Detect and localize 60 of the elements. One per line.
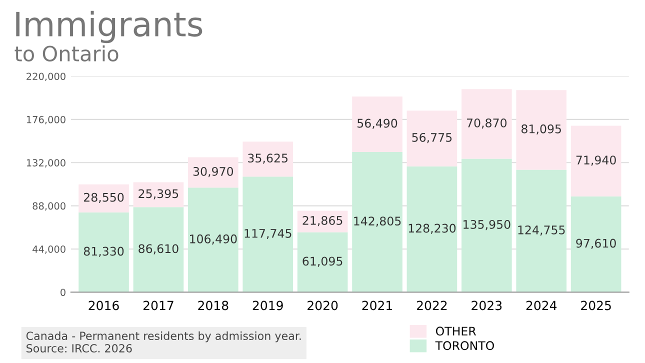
y-tick-label: 88,000	[32, 202, 66, 211]
data-label: 61,095	[302, 256, 342, 267]
y-tick-label: 0	[60, 288, 66, 296]
chart-title: Immigrants	[16, 10, 202, 44]
data-label: 106,490	[190, 234, 237, 245]
y-tick-label: 176,000	[26, 116, 66, 124]
bar	[133, 207, 184, 292]
data-label: 21,865	[302, 216, 342, 226]
x-tick-label: 2020	[308, 300, 338, 310]
bar	[242, 142, 294, 177]
x-tick-label: 2024	[526, 300, 557, 310]
data-label: 128,230	[408, 224, 456, 234]
bar	[242, 176, 294, 292]
bar	[462, 158, 512, 292]
source-note: Source: IRCC. 2026	[26, 344, 132, 352]
data-label: 142,805	[354, 216, 401, 227]
data-label: 25,395	[138, 189, 178, 200]
bar	[352, 96, 402, 152]
data-label: 97,610	[576, 238, 616, 249]
bar	[188, 188, 238, 292]
bar	[78, 212, 129, 292]
bar	[406, 110, 458, 166]
data-label: 30,970	[193, 166, 234, 178]
bar	[352, 152, 402, 292]
legend-label: TORONTO	[435, 341, 494, 350]
data-label: 35,625	[248, 154, 288, 164]
text: Canada - Permanent residents by admission year.	[26, 331, 301, 342]
data-label: 81,095	[522, 124, 561, 135]
data-label: 135,950	[464, 220, 510, 230]
data-label: 81,330	[84, 246, 124, 257]
bar	[516, 170, 567, 292]
data-label: 117,745	[244, 229, 292, 240]
chart-subtitle: to Ontario	[14, 45, 118, 62]
data-label: 70,870	[466, 118, 507, 129]
x-tick-label: 2025	[581, 300, 611, 310]
data-label: 71,940	[576, 156, 616, 166]
data-label: 124,755	[518, 225, 565, 236]
bar	[297, 232, 348, 292]
bar	[188, 157, 238, 188]
bar	[406, 166, 458, 292]
x-tick-label: 2019	[252, 300, 283, 310]
bar	[570, 126, 622, 196]
legend-label: OTHER	[436, 326, 476, 336]
x-tick-label: 2016	[88, 300, 119, 310]
x-tick-label: 2022	[416, 300, 447, 310]
y-tick-label: 132,000	[26, 159, 66, 168]
data-label: 86,610	[138, 244, 178, 254]
x-tick-label: 2018	[198, 300, 228, 310]
x-tick-label: 2023	[472, 300, 502, 310]
data-label: 28,550	[84, 192, 124, 203]
x-tick-label: 2017	[143, 300, 174, 310]
y-tick-label: 220,000	[26, 72, 66, 82]
bar	[516, 90, 567, 170]
data-label: 56,490	[358, 118, 398, 129]
bar	[78, 184, 129, 212]
bar	[462, 89, 512, 159]
bar	[570, 196, 622, 292]
data-label: 56,775	[412, 132, 452, 144]
x-tick-label: 2021	[362, 300, 392, 310]
y-tick-label: 44,000	[32, 245, 66, 254]
